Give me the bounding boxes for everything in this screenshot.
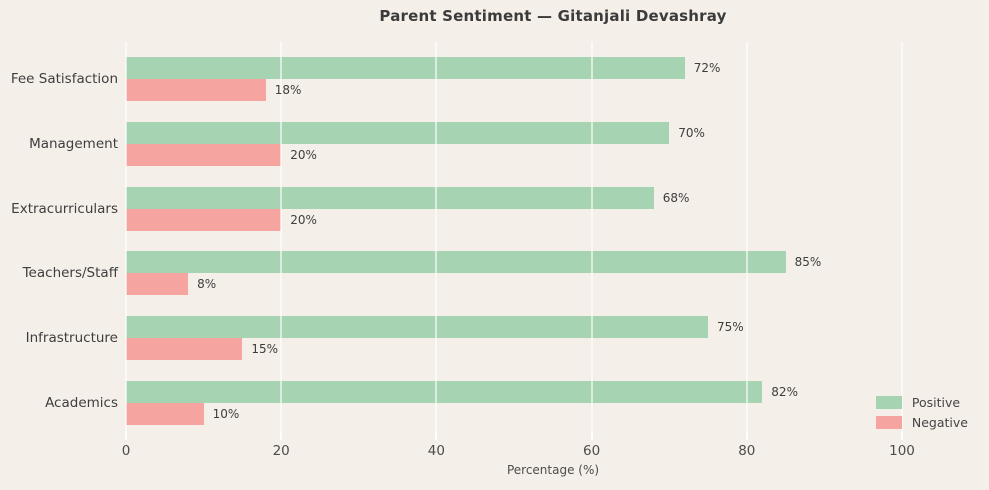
tick-mark-x-20 — [280, 433, 283, 440]
legend-item-negative: Negative — [875, 415, 968, 430]
category-label-extracurriculars: Extracurriculars — [11, 200, 118, 217]
bar-value-label-positive-teachers-staff: 85% — [794, 255, 822, 270]
legend-label-positive: Positive — [911, 395, 961, 410]
bar-value-label-positive-fee-satisfaction: 72% — [693, 61, 721, 75]
bar-negative-management — [126, 143, 282, 166]
category-label-infrastructure: Infrastructure — [25, 330, 118, 347]
bar-value-label-positive-extracurriculars: 68% — [662, 190, 690, 205]
tick-label-x-100: 100 — [889, 443, 915, 459]
tick-mark-x-0 — [125, 433, 127, 440]
legend-label-negative: Negative — [911, 415, 968, 430]
tick-label-x-20: 20 — [272, 443, 290, 459]
bar-positive-management — [126, 121, 670, 144]
gridline-x-0 — [125, 42, 127, 433]
tick-label-x-0: 0 — [121, 443, 131, 459]
bar-value-label-negative-extracurriculars: 20% — [290, 212, 317, 227]
bar-positive-academics — [126, 381, 763, 403]
bar-negative-academics — [126, 403, 204, 425]
bar-positive-infrastructure — [126, 316, 708, 339]
bar-value-label-negative-academics: 10% — [212, 407, 240, 421]
bar-positive-extracurriculars — [126, 186, 654, 209]
bar-value-label-negative-fee-satisfaction: 18% — [274, 83, 302, 97]
bar-value-label-negative-infrastructure: 15% — [251, 342, 279, 357]
tick-label-x-60: 60 — [583, 443, 601, 459]
bar-negative-infrastructure — [126, 338, 243, 361]
bar-negative-teachers-staff — [126, 273, 189, 296]
tick-mark-x-60 — [590, 433, 593, 440]
x-axis-label: Percentage (%) — [506, 463, 600, 477]
gridline-x-80 — [745, 42, 748, 433]
bar-positive-fee-satisfaction — [126, 57, 685, 79]
tick-mark-x-100 — [901, 433, 903, 440]
bar-value-label-negative-management: 20% — [290, 147, 317, 162]
legend-swatch-positive — [875, 396, 902, 409]
bar-value-label-positive-infrastructure: 75% — [717, 320, 744, 335]
tick-mark-x-40 — [435, 433, 438, 440]
tick-mark-x-80 — [745, 433, 748, 440]
gridline-x-20 — [280, 42, 283, 433]
bar-value-label-positive-academics: 82% — [771, 385, 798, 399]
gridline-x-60 — [590, 42, 593, 433]
category-label-teachers-staff: Teachers/Staff — [22, 265, 118, 282]
gridline-x-40 — [435, 42, 438, 433]
bar-negative-extracurriculars — [126, 208, 282, 231]
category-label-fee-satisfaction: Fee Satisfaction — [10, 71, 118, 87]
bar-value-label-positive-management: 70% — [678, 125, 705, 140]
bar-positive-teachers-staff — [126, 251, 786, 274]
bar-value-label-negative-teachers-staff: 8% — [197, 277, 217, 292]
gridline-x-100 — [901, 42, 903, 433]
tick-label-x-80: 80 — [738, 443, 756, 459]
tick-label-x-40: 40 — [427, 443, 445, 459]
legend-item-positive: Positive — [875, 395, 968, 410]
legend: Positive Negative — [875, 395, 968, 430]
category-label-academics: Academics — [45, 395, 118, 411]
category-label-management: Management — [29, 135, 118, 152]
bar-negative-fee-satisfaction — [126, 79, 266, 101]
legend-swatch-negative — [875, 416, 902, 429]
chart-title: Parent Sentiment — Gitanjali Devashray — [379, 7, 727, 25]
